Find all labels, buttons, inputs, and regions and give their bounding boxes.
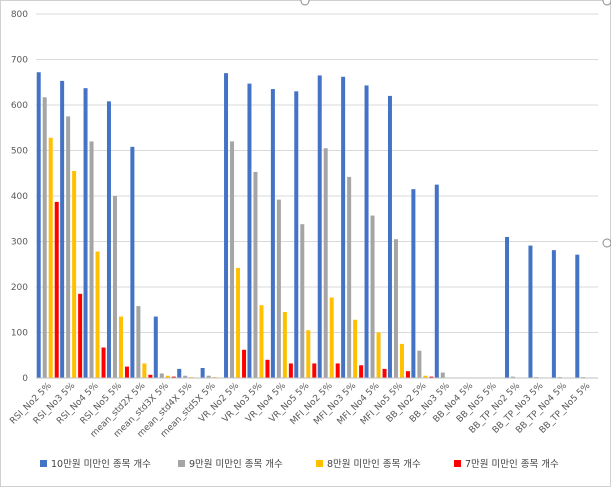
- legend-label: 7만원 미만인 종목 개수: [465, 459, 559, 470]
- bar-series-2: [370, 215, 375, 378]
- bar-series-4: [405, 371, 410, 378]
- bar-series-2: [159, 373, 164, 378]
- bar-series-1: [224, 73, 229, 379]
- bar-series-4: [335, 363, 340, 378]
- y-tick-label: 700: [11, 56, 28, 66]
- bar-series-3: [376, 332, 381, 378]
- y-tick-label: 400: [11, 192, 28, 202]
- bar-series-4: [382, 368, 387, 378]
- bar-series-1: [83, 88, 88, 379]
- bar-series-2: [42, 97, 47, 378]
- bar-series-1: [505, 236, 510, 378]
- bar-series-2: [323, 148, 328, 378]
- bar-series-3: [259, 305, 264, 378]
- bar-series-4: [312, 363, 317, 378]
- resize-handle-top[interactable]: [300, 0, 310, 6]
- bar-series-4: [429, 376, 434, 378]
- bar-series-1: [247, 83, 252, 379]
- bar-series-2: [276, 199, 281, 378]
- bar-series-2: [230, 141, 235, 378]
- legend-label: 10만원 미만인 종목 개수: [51, 459, 151, 470]
- bar-series-1: [270, 89, 275, 378]
- bar-series-3: [142, 363, 147, 378]
- bar-series-2: [66, 116, 71, 379]
- bar-series-2: [440, 372, 445, 378]
- bar-series-1: [36, 72, 41, 379]
- y-tick-label: 600: [11, 101, 28, 111]
- bar-series-3: [423, 375, 428, 378]
- bar-series-1: [434, 184, 439, 379]
- bar-series-4: [78, 293, 83, 378]
- bar-series-1: [551, 250, 556, 378]
- bar-series-1: [294, 91, 299, 378]
- bar-series-3: [306, 330, 311, 378]
- y-tick-label: 800: [11, 10, 28, 20]
- bar-series-4: [288, 363, 293, 378]
- bar-series-3: [72, 170, 77, 378]
- bar-series-3: [165, 375, 170, 378]
- bar-series-2: [511, 376, 516, 378]
- y-tick-label: 200: [11, 283, 28, 293]
- legend-label: 8만원 미만인 종목 개수: [327, 459, 421, 470]
- x-axis-ticks: RSI_No2 5%RSI_No3 5%RSI_No4 5%RSI_No5 5%…: [8, 381, 592, 440]
- bar-series-4: [242, 349, 247, 378]
- bar-series-1: [153, 316, 158, 378]
- bars: [36, 72, 586, 379]
- bar-series-4: [265, 359, 270, 378]
- bar-series-3: [95, 251, 100, 378]
- bar-series-3: [353, 319, 358, 378]
- bar-series-2: [417, 350, 422, 378]
- bar-series-1: [575, 254, 580, 378]
- bar-series-1: [317, 75, 322, 379]
- legend-label: 9만원 미만인 종목 개수: [189, 459, 283, 470]
- legend-swatch: [178, 460, 185, 467]
- legend-swatch: [40, 460, 47, 467]
- legend-swatch: [454, 460, 461, 467]
- bar-series-3: [236, 267, 241, 378]
- legend-swatch: [316, 460, 323, 467]
- resize-handle-top-right[interactable]: [602, 0, 611, 6]
- bar-series-4: [54, 201, 59, 378]
- bar-series-2: [136, 306, 141, 378]
- bar-series-4: [101, 347, 106, 378]
- bar-series-1: [130, 146, 135, 378]
- y-tick-label: 500: [11, 147, 28, 157]
- bar-series-2: [183, 375, 188, 378]
- bar-series-2: [89, 141, 94, 378]
- bar-series-3: [118, 316, 123, 378]
- y-tick-label: 100: [11, 329, 28, 339]
- bar-series-1: [60, 80, 65, 378]
- bar-series-4: [171, 376, 176, 378]
- bar-series-2: [206, 375, 211, 378]
- bar-series-1: [341, 76, 346, 378]
- bar-series-2: [393, 239, 398, 378]
- bar-series-4: [148, 374, 153, 378]
- y-axis-ticks: 0 100 200 300 400 500 600 700 800: [11, 10, 28, 384]
- y-tick-label: 0: [22, 374, 28, 384]
- bar-series-4: [359, 365, 364, 378]
- bar-series-2: [112, 196, 117, 378]
- legend: 10만원 미만인 종목 개수 9만원 미만인 종목 개수 8만원 미만인 종목 개수…: [40, 459, 559, 470]
- resize-handle-right[interactable]: [602, 238, 611, 248]
- bar-series-1: [528, 245, 533, 378]
- bar-series-3: [329, 297, 334, 378]
- bar-series-1: [177, 368, 182, 378]
- bar-series-1: [411, 189, 416, 378]
- bar-series-2: [300, 224, 305, 378]
- bar-series-1: [387, 95, 392, 379]
- bar-series-1: [364, 85, 369, 378]
- bar-series-3: [48, 137, 53, 378]
- gridlines: [36, 13, 598, 333]
- y-tick-label: 300: [11, 238, 28, 248]
- bar-series-3: [282, 312, 287, 378]
- bar-series-2: [347, 176, 352, 378]
- bar-series-1: [200, 367, 205, 378]
- bar-series-1: [106, 101, 111, 379]
- bar-series-3: [399, 343, 404, 379]
- bar-series-2: [253, 171, 258, 378]
- bar-series-4: [124, 366, 129, 379]
